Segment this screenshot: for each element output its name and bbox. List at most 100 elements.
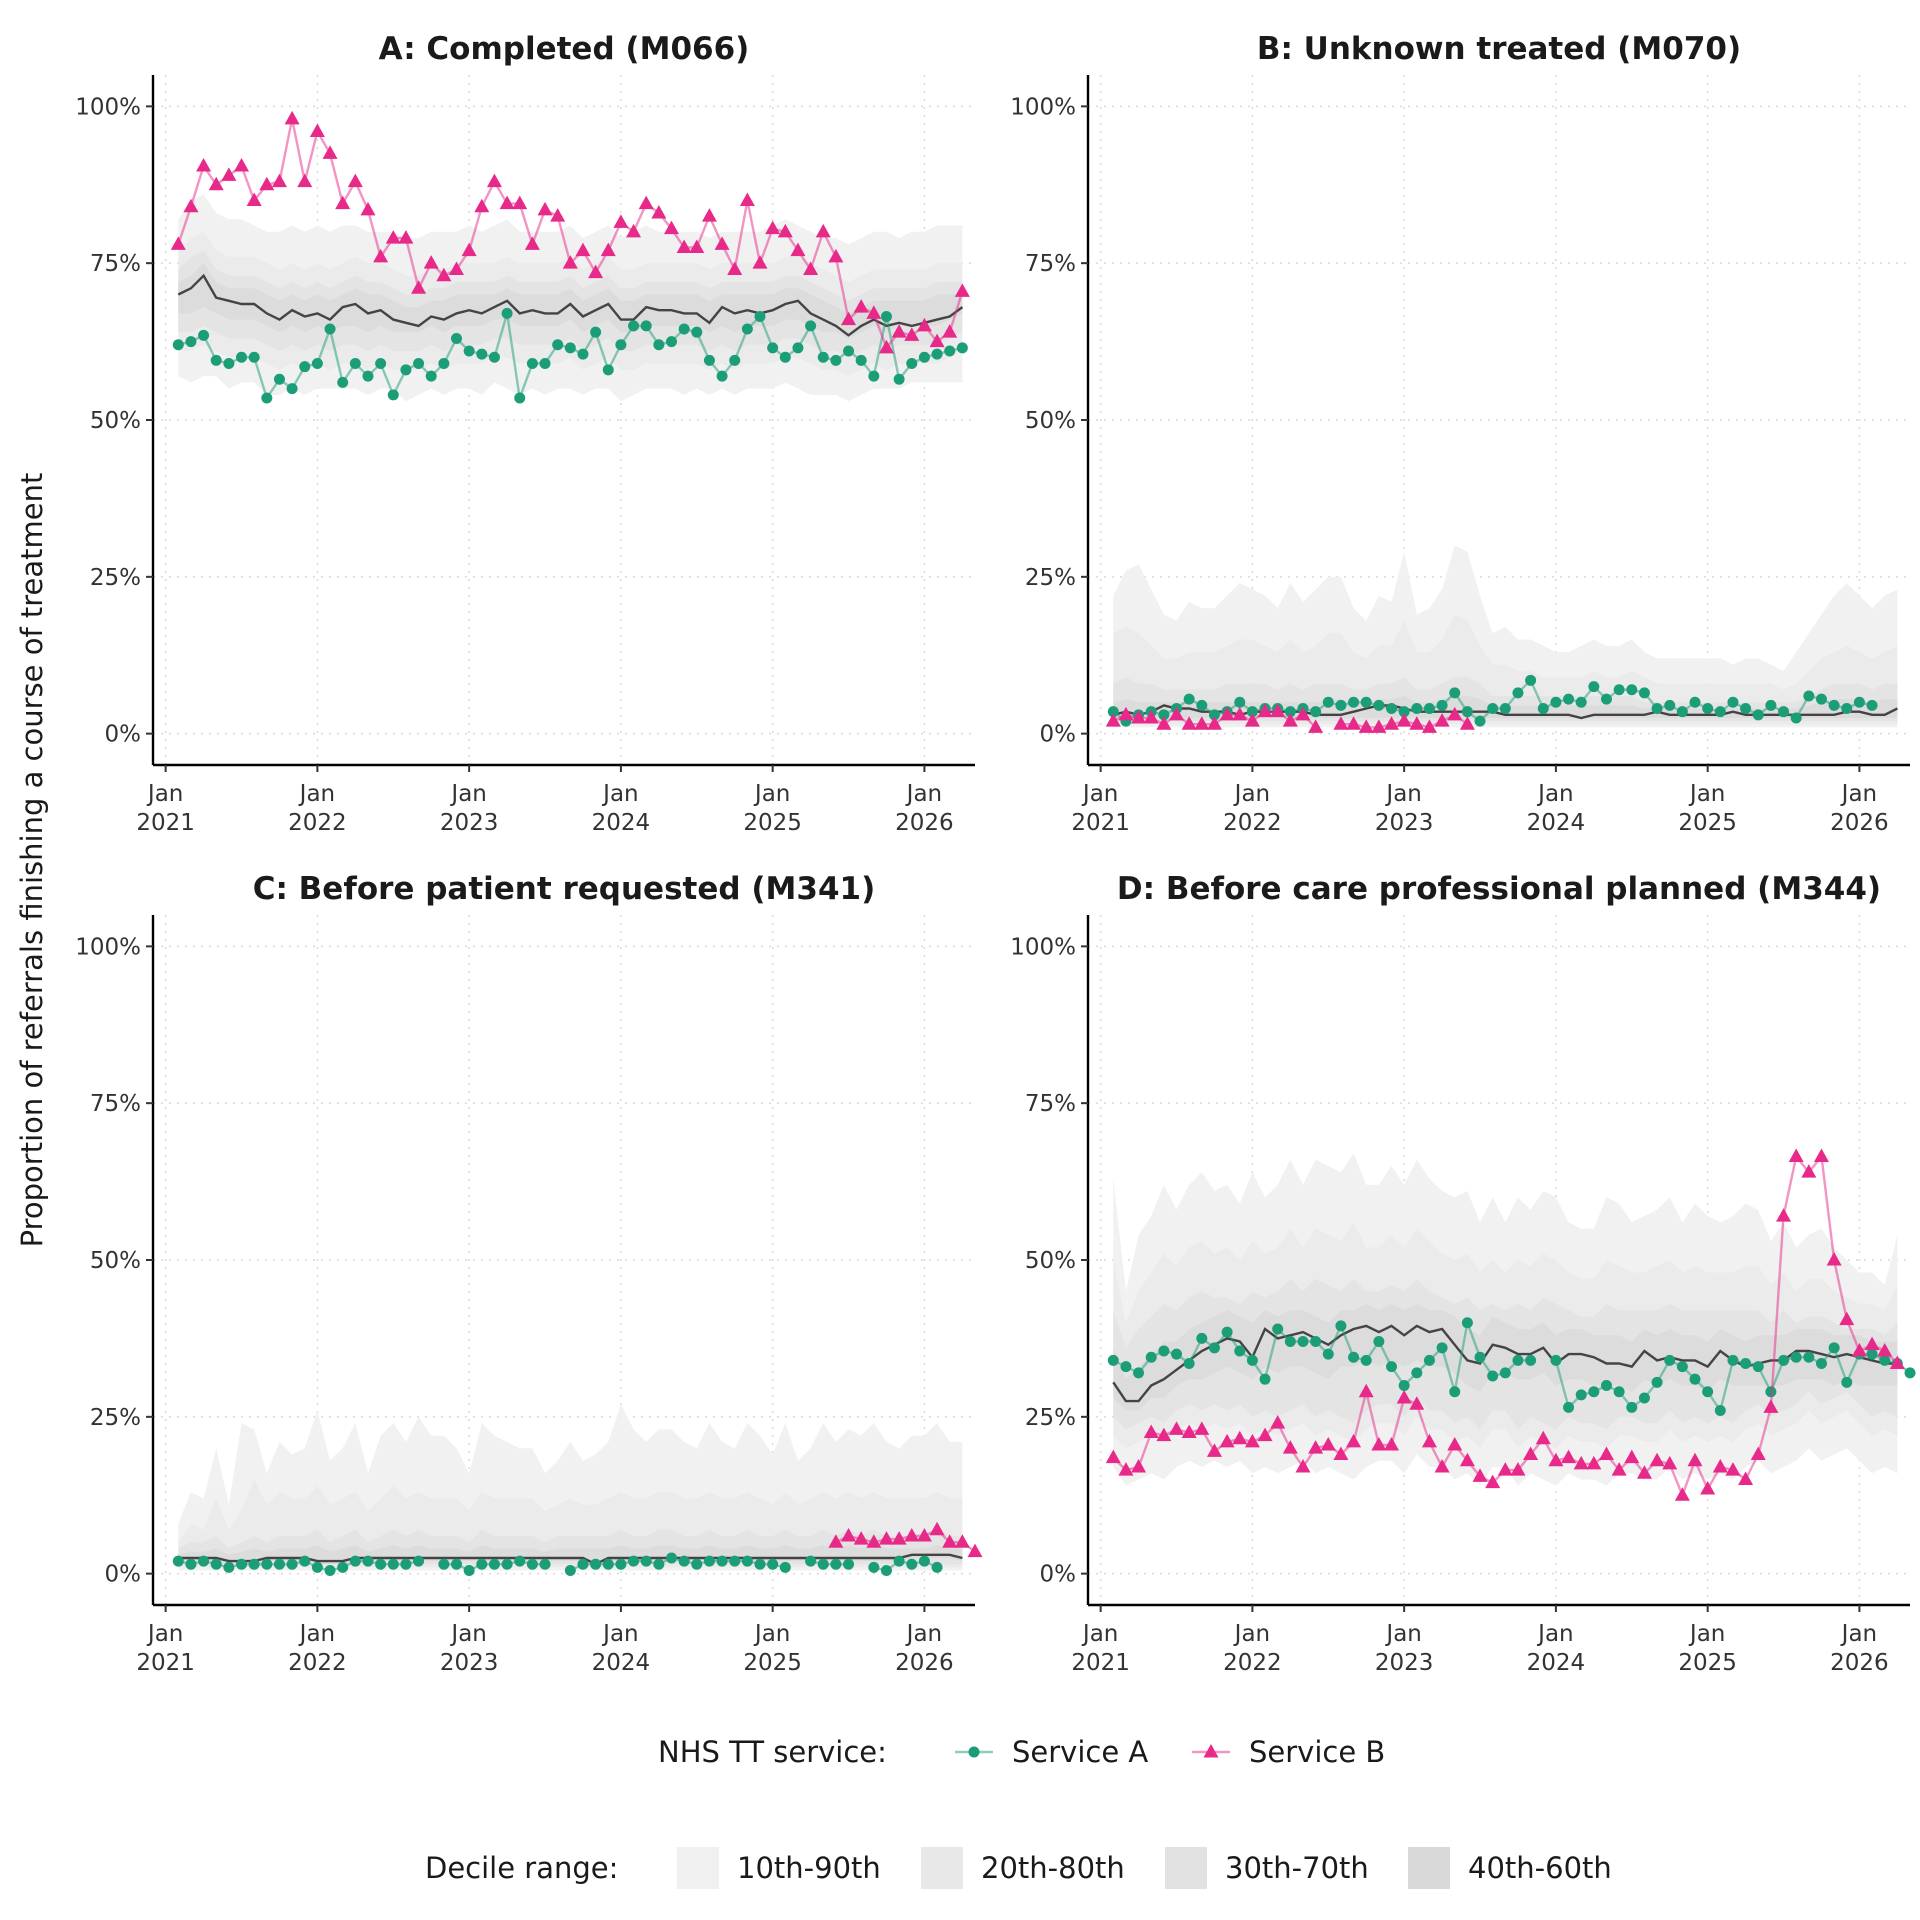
x-tick-label: Jan 2025 bbox=[1678, 1621, 1737, 1676]
data-point bbox=[1447, 706, 1463, 721]
data-point bbox=[967, 1543, 983, 1558]
data-point bbox=[486, 173, 502, 188]
data-point bbox=[463, 345, 475, 357]
data-point bbox=[1398, 706, 1410, 718]
data-point bbox=[866, 1534, 882, 1548]
data-point bbox=[1208, 1342, 1220, 1354]
data-point bbox=[261, 392, 273, 404]
data-point bbox=[729, 1555, 741, 1567]
data-point bbox=[956, 342, 968, 354]
data-point bbox=[1171, 1348, 1183, 1360]
grid bbox=[153, 75, 975, 765]
data-point bbox=[172, 1555, 184, 1567]
data-point bbox=[1725, 1462, 1741, 1476]
data-point bbox=[423, 255, 439, 269]
data-point bbox=[1169, 706, 1185, 721]
data-point bbox=[1358, 719, 1374, 733]
data-point bbox=[1523, 1446, 1539, 1460]
decile-legend-label: 20th-80th bbox=[981, 1851, 1125, 1885]
data-point bbox=[805, 1555, 817, 1567]
x-tick-label: Jan 2023 bbox=[440, 781, 499, 836]
data-point bbox=[1232, 706, 1248, 721]
data-point bbox=[461, 242, 477, 257]
data-point bbox=[1421, 719, 1437, 733]
data-point bbox=[1638, 687, 1650, 699]
data-point bbox=[1600, 693, 1612, 705]
series-service-a bbox=[172, 1552, 943, 1576]
data-point bbox=[577, 1558, 589, 1570]
data-point bbox=[1386, 703, 1398, 715]
data-point bbox=[904, 1528, 920, 1542]
data-point bbox=[855, 354, 867, 366]
data-point bbox=[286, 383, 298, 395]
data-point bbox=[234, 157, 250, 172]
data-point bbox=[349, 1555, 361, 1567]
data-point bbox=[665, 1552, 677, 1564]
grid bbox=[153, 915, 975, 1605]
x-tick-label: Jan 2024 bbox=[1527, 781, 1586, 836]
y-tick-label: 100% bbox=[75, 934, 141, 960]
data-point bbox=[425, 370, 437, 382]
data-point bbox=[1826, 1252, 1842, 1266]
data-point bbox=[1801, 1164, 1817, 1178]
data-point bbox=[843, 345, 855, 357]
data-point bbox=[1371, 1437, 1387, 1451]
y-tick-label: 0% bbox=[105, 722, 142, 748]
data-point bbox=[929, 333, 945, 348]
data-point bbox=[1105, 713, 1121, 727]
data-point bbox=[1702, 703, 1714, 715]
data-point bbox=[767, 342, 779, 354]
data-point bbox=[309, 123, 325, 137]
data-point bbox=[1499, 703, 1511, 715]
data-point bbox=[1208, 709, 1220, 721]
y-tick-label: 25% bbox=[1025, 565, 1076, 591]
data-point bbox=[1434, 713, 1450, 727]
data-point bbox=[841, 311, 857, 326]
data-point bbox=[1384, 1437, 1400, 1451]
data-point bbox=[931, 348, 943, 360]
data-point bbox=[1423, 1354, 1435, 1366]
data-point bbox=[1472, 1468, 1488, 1482]
data-point bbox=[588, 264, 604, 279]
data-point bbox=[830, 1558, 842, 1570]
y-tick-label: 75% bbox=[90, 251, 141, 277]
data-point bbox=[413, 1555, 425, 1567]
data-point bbox=[311, 358, 323, 370]
data-point bbox=[1194, 1421, 1210, 1435]
data-point bbox=[803, 261, 819, 275]
data-point bbox=[792, 342, 804, 354]
data-point bbox=[918, 1555, 930, 1567]
data-point bbox=[853, 299, 869, 313]
data-point bbox=[1244, 1433, 1260, 1448]
data-point bbox=[1689, 696, 1701, 708]
data-point bbox=[1702, 1386, 1714, 1398]
data-point bbox=[1386, 1361, 1398, 1373]
data-point bbox=[1232, 1430, 1248, 1445]
data-point bbox=[172, 339, 184, 351]
data-point bbox=[324, 323, 336, 335]
y-tick-label: 50% bbox=[1025, 408, 1076, 434]
data-point bbox=[716, 370, 728, 382]
data-point bbox=[375, 1558, 387, 1570]
data-point bbox=[1411, 1367, 1423, 1379]
data-point bbox=[1310, 1336, 1322, 1348]
data-point bbox=[311, 1561, 323, 1573]
data-point bbox=[1664, 1354, 1676, 1366]
data-point bbox=[1143, 1424, 1159, 1438]
data-point bbox=[841, 1528, 857, 1542]
data-point bbox=[815, 223, 831, 238]
data-point bbox=[665, 336, 677, 348]
data-point bbox=[1181, 1424, 1197, 1438]
data-point bbox=[1727, 1354, 1739, 1366]
data-point bbox=[451, 332, 463, 344]
data-point bbox=[954, 283, 970, 297]
data-point bbox=[1219, 706, 1235, 721]
data-point bbox=[1322, 1348, 1334, 1360]
x-tick-label: Jan 2022 bbox=[288, 781, 347, 836]
service-legend-item: Service B bbox=[1192, 1735, 1385, 1769]
data-point bbox=[1512, 1354, 1524, 1366]
data-point bbox=[1145, 1351, 1157, 1363]
data-point bbox=[299, 361, 311, 373]
panel-2: B: Unknown treated (M070) 0% 25% 50% 75% 100%… bbox=[1010, 31, 1910, 836]
data-point bbox=[1322, 696, 1334, 708]
